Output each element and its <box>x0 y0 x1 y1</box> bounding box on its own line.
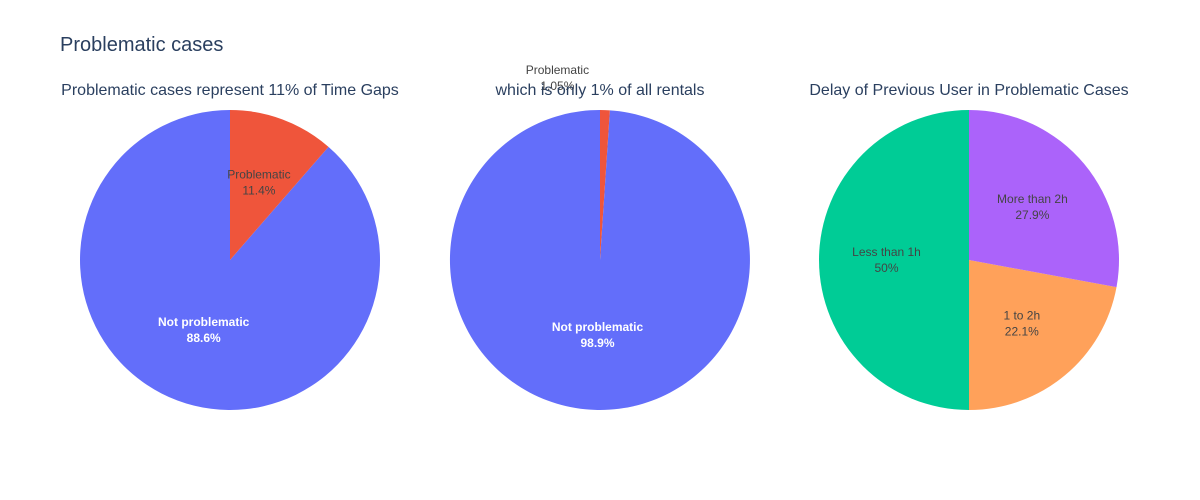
pie-2: Not problematic 98.9% Problematic 1.05% whi… <box>449 63 750 410</box>
pie-2-labels: Not problematic 98.9% Problematic 1.05% <box>526 63 644 350</box>
pie-1: Not problematic 88.6% Problematic 11.4% Pro… <box>61 82 399 411</box>
pie-3-labels: Less than 1h 50% 1 to 2h 22.1% More than 2h 2… <box>852 192 1068 338</box>
pie-1-label-not-problematic: Not problematic 88.6% <box>158 315 250 345</box>
pie-1-labels: Not problematic 88.6% Problematic 11.4% <box>158 168 291 346</box>
pie-2-label-problematic: Problematic 1.05% <box>526 63 589 93</box>
pie-2-slice-problematic <box>600 110 610 260</box>
pie-3-slice-1-to-2h <box>969 260 1117 411</box>
pie-1-title: Problematic cases represent 11% of Time … <box>61 82 399 99</box>
figure-title: Problematic cases <box>60 34 223 56</box>
pie-1-label-problematic: Problematic 11.4% <box>227 168 290 198</box>
pie-2-slices <box>449 109 750 410</box>
pie-3-title: Delay of Previous User in Problematic Ca… <box>809 82 1128 99</box>
pie-1-slices <box>80 110 381 411</box>
pie-3-slice-more-than-2h <box>969 110 1120 288</box>
pie-2-slice-not-problematic <box>449 109 750 410</box>
pie-3-slice-less-than-1h <box>819 110 969 410</box>
pie-3-label-1-to-2h: 1 to 2h 22.1% <box>1003 308 1040 338</box>
pie-3-label-less-than-1h: Less than 1h 50% <box>852 245 921 275</box>
pie-1-slice-not-problematic <box>80 110 381 411</box>
pie-2-title: which is only 1% of all rentals <box>495 82 705 99</box>
pie-3-slices <box>819 110 1120 411</box>
pie-1-slice-problematic <box>230 110 329 260</box>
pie-2-label-not-problematic: Not problematic 98.9% <box>552 320 644 350</box>
pie-3-label-more-than-2h: More than 2h 27.9% <box>997 192 1068 222</box>
pie-3: Less than 1h 50% 1 to 2h 22.1% More than 2h 2… <box>809 82 1129 411</box>
